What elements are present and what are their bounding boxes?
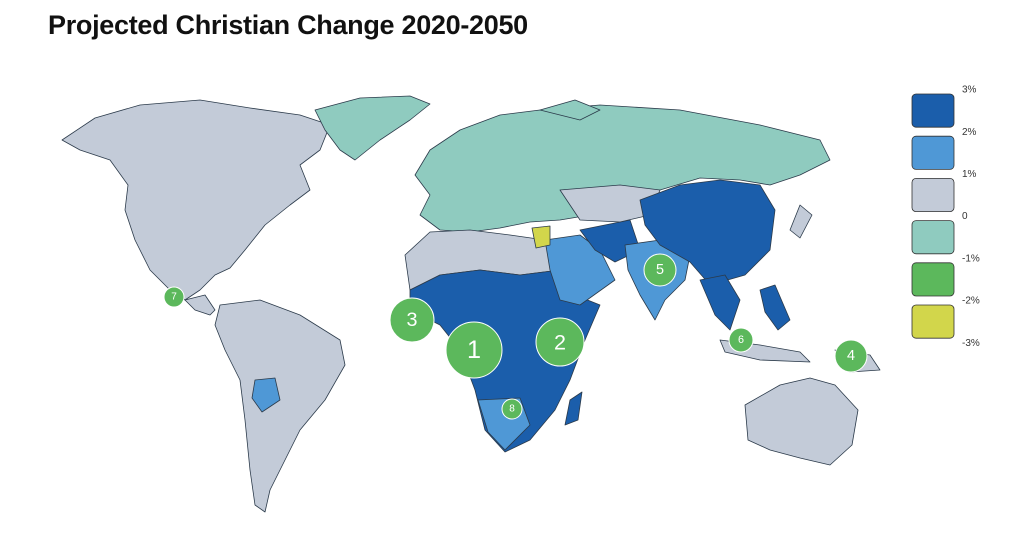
marker-label: 1 — [467, 336, 481, 364]
japan — [789, 204, 813, 239]
markers: 1 2 3 4 5 6 7 8 — [163, 253, 868, 420]
marker-label: 4 — [847, 348, 855, 364]
arabia — [544, 234, 616, 306]
legend-label: -3% — [962, 338, 980, 349]
scandinavia — [539, 99, 601, 121]
legend-swatch — [911, 262, 955, 297]
levant — [531, 225, 551, 249]
region-marker — [643, 253, 677, 287]
region-marker — [501, 398, 523, 420]
legend-swatch — [911, 135, 955, 170]
legend-label: -2% — [962, 296, 980, 307]
legend-label: 1% — [962, 169, 977, 180]
map-title: Projected Christian Change 2020-2050 — [48, 10, 528, 40]
china — [639, 179, 776, 286]
legend-swatch — [911, 220, 955, 255]
legend-label: 0 — [962, 211, 968, 222]
region-marker — [834, 339, 868, 373]
region-marker — [163, 286, 185, 308]
legend-label: 3% — [962, 85, 977, 96]
region-marker — [728, 327, 754, 353]
legend-swatch — [911, 177, 955, 212]
legend-label: 2% — [962, 127, 977, 138]
bolivia — [251, 377, 281, 413]
region-marker — [389, 297, 435, 343]
marker-label: 2 — [554, 330, 566, 355]
legend-label: -1% — [962, 253, 980, 264]
legend-swatch — [911, 93, 955, 128]
south-america — [214, 299, 346, 513]
southeast-asia — [699, 274, 741, 331]
legend: 3% 2% 1% 0 -1% -2% -3% — [911, 85, 980, 349]
region-marker — [535, 317, 585, 367]
marker-label: 5 — [656, 262, 664, 278]
legend-swatch — [911, 304, 955, 339]
greenland — [314, 95, 431, 161]
marker-label: 6 — [738, 334, 744, 346]
north-america — [61, 99, 331, 301]
marker-label: 3 — [406, 309, 417, 331]
philippines — [759, 284, 791, 331]
australia — [744, 377, 859, 466]
central-america — [184, 294, 216, 316]
landmasses — [61, 95, 881, 513]
marker-label: 7 — [171, 292, 177, 303]
madagascar — [564, 391, 583, 426]
region-marker — [445, 321, 503, 379]
marker-label: 8 — [509, 404, 515, 415]
